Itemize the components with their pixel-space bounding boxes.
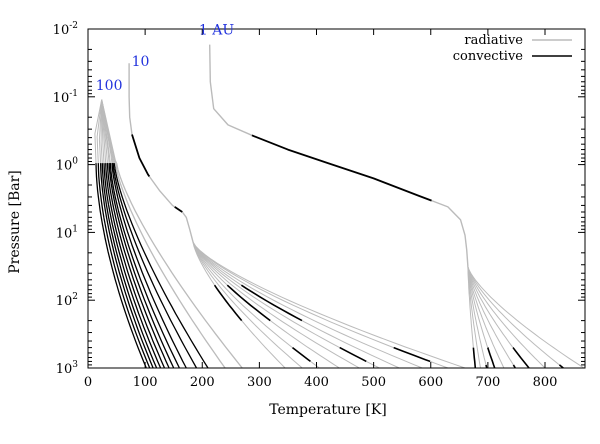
- series-1-au-profile-line: [512, 364, 516, 369]
- series-10-profile-line: [192, 242, 394, 349]
- series-10-profile-line: [429, 360, 449, 369]
- annotation-label: 1 AU: [199, 22, 234, 38]
- series-100-profile-line: [109, 163, 180, 369]
- y-tick-label: 10-2: [53, 21, 78, 38]
- series-10-profile-line: [269, 320, 340, 369]
- series-100-upper-line: [100, 99, 103, 164]
- series-100-upper-line: [101, 99, 105, 164]
- series-100-profile-line: [99, 163, 154, 369]
- series-1-au-profile-line: [467, 266, 514, 348]
- series-1-au-profile-line: [467, 266, 505, 369]
- series-10-upper-line: [174, 206, 183, 213]
- x-tick-label: 0: [84, 375, 92, 390]
- x-tick-label: 300: [247, 375, 272, 390]
- series-100-profile-line: [112, 163, 198, 369]
- series-100-profile-line: [101, 163, 158, 369]
- x-axis-title: Temperature [K]: [269, 402, 387, 418]
- series-10-profile-line: [310, 361, 320, 369]
- series-10-profile-line: [393, 346, 431, 363]
- series-10-profile-line: [339, 346, 367, 363]
- plot-lines: [94, 44, 585, 369]
- series-10-profile-line: [192, 242, 303, 369]
- series-100-profile-line: [111, 163, 187, 369]
- annotation-label: 100: [96, 78, 123, 94]
- series-10-profile-line: [241, 320, 286, 369]
- series-1-au-profile-line: [512, 346, 530, 369]
- series-100-upper-line: [98, 99, 103, 164]
- series-10-profile-line: [301, 320, 400, 369]
- series-10-profile-line: [192, 242, 423, 369]
- series-1-au-profile-line: [467, 266, 585, 369]
- x-tick-label: 700: [475, 375, 500, 390]
- legend-label: radiative: [464, 33, 523, 48]
- series-10-profile-line: [192, 242, 466, 369]
- series-100-profile-line: [114, 162, 226, 369]
- y-tick-label: 101: [56, 224, 78, 241]
- series-1-au-profile-line: [467, 266, 514, 366]
- legend-label: convective: [453, 49, 524, 64]
- series-1-au-profile-line: [467, 266, 560, 366]
- series-1-au-profile-line: [487, 346, 496, 369]
- series-10-upper-line: [181, 211, 194, 243]
- series-10-profile-line: [292, 346, 311, 363]
- series-1-au-profile-line: [485, 364, 488, 369]
- x-tick-label: 500: [361, 375, 386, 390]
- series-10-profile-line: [213, 284, 243, 322]
- series-100-upper-line: [94, 99, 103, 164]
- series-100-profile-line: [115, 162, 243, 369]
- series-100-profile-line: [95, 163, 147, 369]
- series-10-profile-line: [192, 242, 293, 349]
- series-100-profile-line: [113, 163, 209, 369]
- x-tick-label: 800: [533, 375, 558, 390]
- series-10-upper-line: [148, 176, 176, 208]
- annotations: 1 AU 10 100: [96, 22, 235, 94]
- series-1-au-profile-line: [467, 266, 546, 369]
- series-1-au-profile-line: [467, 266, 489, 348]
- series-100-profile-line: [106, 163, 170, 369]
- series-1-au-upper-line: [209, 44, 253, 136]
- y-axis-title: Pressure [Bar]: [7, 170, 23, 273]
- series-100-profile-line: [103, 163, 162, 369]
- series-1-au-profile-line: [467, 266, 487, 366]
- series-10-profile-line: [226, 284, 271, 322]
- series-1-au-profile-line: [467, 266, 481, 369]
- series-10-profile-line: [366, 360, 380, 369]
- y-tick-label: 100: [56, 157, 79, 174]
- annotation-label: 10: [132, 54, 150, 70]
- series-1-au-profile-line: [472, 346, 477, 369]
- x-tick-label: 200: [190, 375, 215, 390]
- x-tick-label: 600: [418, 375, 443, 390]
- series-100-upper-line: [101, 99, 118, 164]
- series-1-au-profile-line: [558, 364, 564, 369]
- y-tick-label: 10-1: [53, 89, 78, 106]
- plot-frame: [87, 28, 586, 369]
- series-1-au-upper-line: [431, 199, 469, 267]
- y-tick-label: 102: [56, 292, 78, 309]
- x-tick-label: 400: [304, 375, 329, 390]
- series-10-profile-line: [192, 242, 360, 369]
- series-100-profile-line: [105, 163, 166, 369]
- series-10-profile-line: [192, 242, 340, 349]
- y-tick-label: 103: [56, 360, 79, 377]
- series-1-au-upper-line: [251, 134, 432, 202]
- series-10-upper-line: [131, 134, 151, 178]
- axes: 0 100 200 300 400 500 600 700 800 10-2 10-1 100 101 1…: [53, 21, 586, 390]
- series-100-profile-line: [97, 163, 151, 369]
- x-tick-label: 100: [133, 375, 158, 390]
- series-100-profile-line: [108, 163, 175, 369]
- series-100-upper-line: [96, 99, 103, 164]
- series-10-upper-line: [128, 63, 133, 135]
- series-10-profile-line: [240, 284, 303, 322]
